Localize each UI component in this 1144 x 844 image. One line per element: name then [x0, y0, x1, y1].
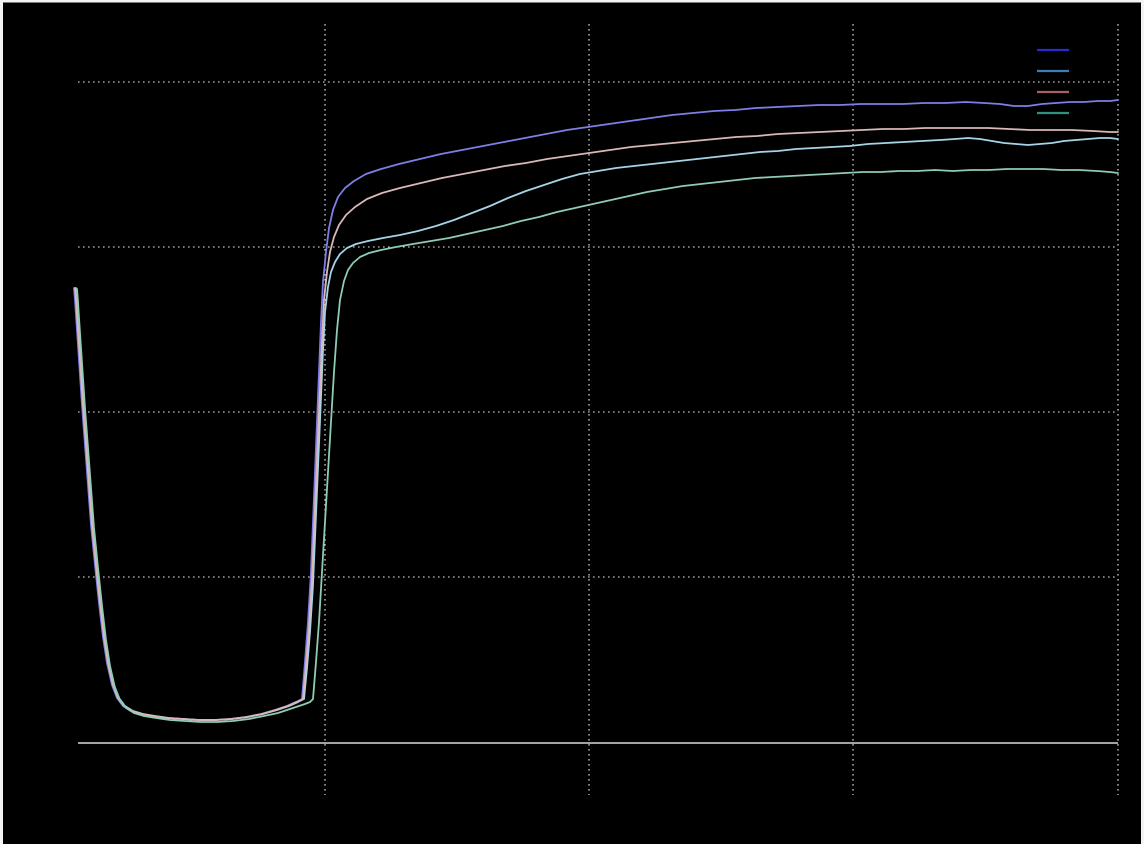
window-border-left — [0, 0, 3, 844]
window-border-right — [1141, 0, 1144, 844]
window-border-top — [0, 0, 1144, 3]
series-3-rose-line — [74, 127, 1119, 721]
series-4-teal-line — [76, 168, 1119, 723]
